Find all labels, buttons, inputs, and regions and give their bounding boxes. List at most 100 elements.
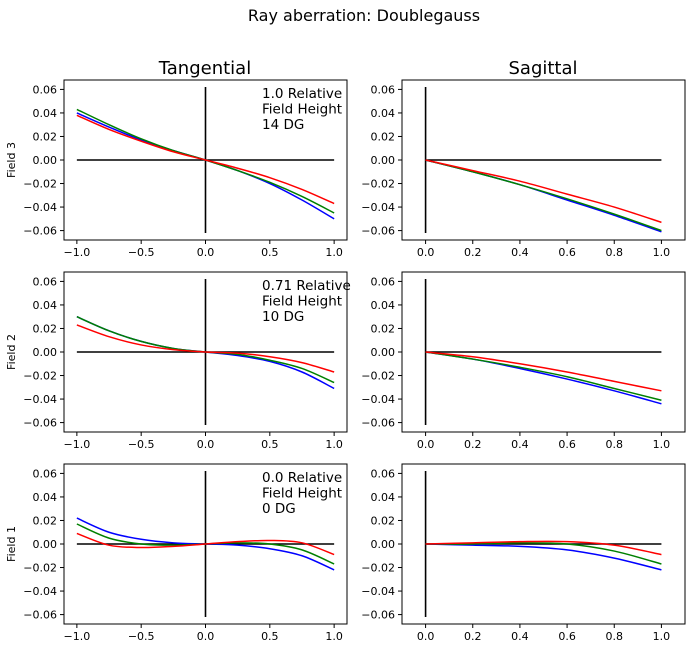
y-tick-label: 0.00 [33, 154, 58, 167]
sagittal-axes-row-3: −0.06 −0.04 −0.02 0.00 0.02 0.04 0.06 0.0 0.2 0.4… [361, 463, 686, 643]
field-annotation-line: 0.0 Relative [262, 470, 342, 486]
x-tick-label: 0.4 [511, 438, 529, 451]
y-tick-label: 0.06 [371, 83, 396, 96]
x-tick-label: 0.8 [606, 438, 624, 451]
x-tick-label: −1.0 [64, 438, 91, 451]
y-tick-label: 0.04 [33, 299, 58, 312]
sagittal-series-3-line [425, 351, 662, 392]
x-tick-label: 0.0 [417, 246, 435, 259]
y-tick-label: −0.06 [361, 417, 395, 430]
column-title-tangential: Tangential [158, 58, 251, 79]
y-tick-label: 0.06 [371, 467, 396, 480]
x-tick-label: −0.5 [128, 630, 155, 643]
field-annotation-line: 0.71 Relative [262, 278, 351, 294]
y-tick-label: −0.02 [361, 370, 395, 383]
x-tick-label: 1.0 [325, 630, 343, 643]
y-tick-label: 0.00 [371, 346, 396, 359]
y-tick-label: 0.02 [33, 514, 58, 527]
figure-title: Ray aberration: Doublegauss [248, 6, 480, 25]
y-tick-label: −0.02 [23, 562, 57, 575]
y-tick-label: −0.04 [23, 201, 57, 214]
y-tick-label: 0.06 [33, 83, 58, 96]
x-tick-label: 0.0 [417, 630, 435, 643]
y-tick-label: 0.02 [33, 130, 58, 143]
x-tick-label: 0.0 [417, 438, 435, 451]
sagittal-series-3-line [425, 159, 662, 224]
row-label-field-1: Field 1 [5, 526, 18, 562]
y-tick-label: 0.02 [371, 130, 396, 143]
y-tick-label: −0.04 [23, 585, 57, 598]
x-tick-label: 0.8 [606, 630, 624, 643]
y-tick-label: 0.06 [33, 467, 58, 480]
x-tick-label: 0.2 [464, 246, 482, 259]
sagittal-axes-row-1: −0.06 −0.04 −0.02 0.00 0.02 0.04 0.06 0.0 0.2 0.4… [361, 79, 686, 259]
y-tick-label: −0.04 [23, 393, 57, 406]
sagittal-series-1-line [425, 543, 662, 571]
y-tick-label: −0.06 [361, 609, 395, 622]
y-tick-label: 0.06 [371, 275, 396, 288]
y-tick-label: −0.06 [361, 225, 395, 238]
tangential-axes-row-3: −0.06 −0.04 −0.02 0.00 0.02 0.04 0.06 −1.0 −0.5 0… [23, 463, 348, 643]
tangential-series-3-line [76, 324, 335, 373]
y-tick-label: −0.06 [23, 609, 57, 622]
tangential-axes-row-2: −0.06 −0.04 −0.02 0.00 0.02 0.04 0.06 −1.0 −0.5 0… [23, 271, 351, 451]
sagittal-series-3-line [425, 540, 662, 556]
x-tick-label: 0.0 [197, 246, 215, 259]
tangential-series-3-line [76, 114, 335, 205]
x-tick-label: 1.0 [653, 630, 671, 643]
row-label-field-2: Field 2 [5, 334, 18, 370]
sagittal-series-2-line [425, 351, 662, 401]
field-annotation-line: 1.0 Relative [262, 86, 342, 102]
y-tick-label: 0.00 [33, 538, 58, 551]
y-tick-label: 0.04 [371, 299, 396, 312]
y-tick-label: 0.00 [371, 154, 396, 167]
x-tick-label: 0.6 [558, 438, 576, 451]
x-tick-label: 0.0 [197, 438, 215, 451]
x-tick-label: 1.0 [325, 246, 343, 259]
sagittal-axes-row-2: −0.06 −0.04 −0.02 0.00 0.02 0.04 0.06 0.0 0.2 0.4… [361, 271, 686, 451]
tangential-series-3-line [76, 532, 335, 556]
field-annotation-line: Field Height [262, 102, 342, 118]
x-tick-label: 0.6 [558, 630, 576, 643]
x-tick-label: 0.2 [464, 438, 482, 451]
field-annotation-line: 14 DG [262, 117, 304, 133]
x-tick-label: 0.4 [511, 630, 529, 643]
y-tick-label: −0.02 [23, 178, 57, 191]
field-annotation-line: 0 DG [262, 501, 296, 517]
y-tick-label: 0.04 [371, 491, 396, 504]
x-tick-label: 1.0 [653, 246, 671, 259]
y-tick-label: 0.04 [371, 107, 396, 120]
x-tick-label: 0.5 [261, 246, 279, 259]
x-tick-label: 1.0 [325, 438, 343, 451]
x-tick-label: 0.5 [261, 438, 279, 451]
y-tick-label: 0.00 [33, 346, 58, 359]
y-tick-label: −0.04 [361, 201, 395, 214]
y-tick-label: 0.04 [33, 491, 58, 504]
x-tick-label: 1.0 [653, 438, 671, 451]
y-tick-label: −0.04 [361, 585, 395, 598]
x-tick-label: −1.0 [64, 246, 91, 259]
field-annotation-line: 10 DG [262, 309, 304, 325]
y-tick-label: 0.06 [33, 275, 58, 288]
x-tick-label: 0.2 [464, 630, 482, 643]
y-tick-label: −0.06 [23, 417, 57, 430]
tangential-axes-row-1: −0.06 −0.04 −0.02 0.00 0.02 0.04 0.06 −1.0 −0.5 0… [23, 79, 348, 259]
x-tick-label: 0.5 [261, 630, 279, 643]
row-label-field-3: Field 3 [5, 142, 18, 178]
y-tick-label: −0.02 [361, 178, 395, 191]
x-tick-label: 0.6 [558, 246, 576, 259]
field-annotation-line: Field Height [262, 294, 342, 310]
y-tick-label: 0.02 [371, 322, 396, 335]
x-tick-label: −0.5 [128, 438, 155, 451]
x-tick-label: 0.0 [197, 630, 215, 643]
x-tick-label: 0.4 [511, 246, 529, 259]
y-tick-label: 0.02 [371, 514, 396, 527]
field-annotation-line: Field Height [262, 486, 342, 502]
x-tick-label: 0.8 [606, 246, 624, 259]
x-tick-label: −1.0 [64, 630, 91, 643]
sagittal-series-2-line [425, 159, 662, 232]
y-tick-label: −0.06 [23, 225, 57, 238]
y-tick-label: −0.02 [23, 370, 57, 383]
column-title-sagittal: Sagittal [508, 58, 577, 79]
